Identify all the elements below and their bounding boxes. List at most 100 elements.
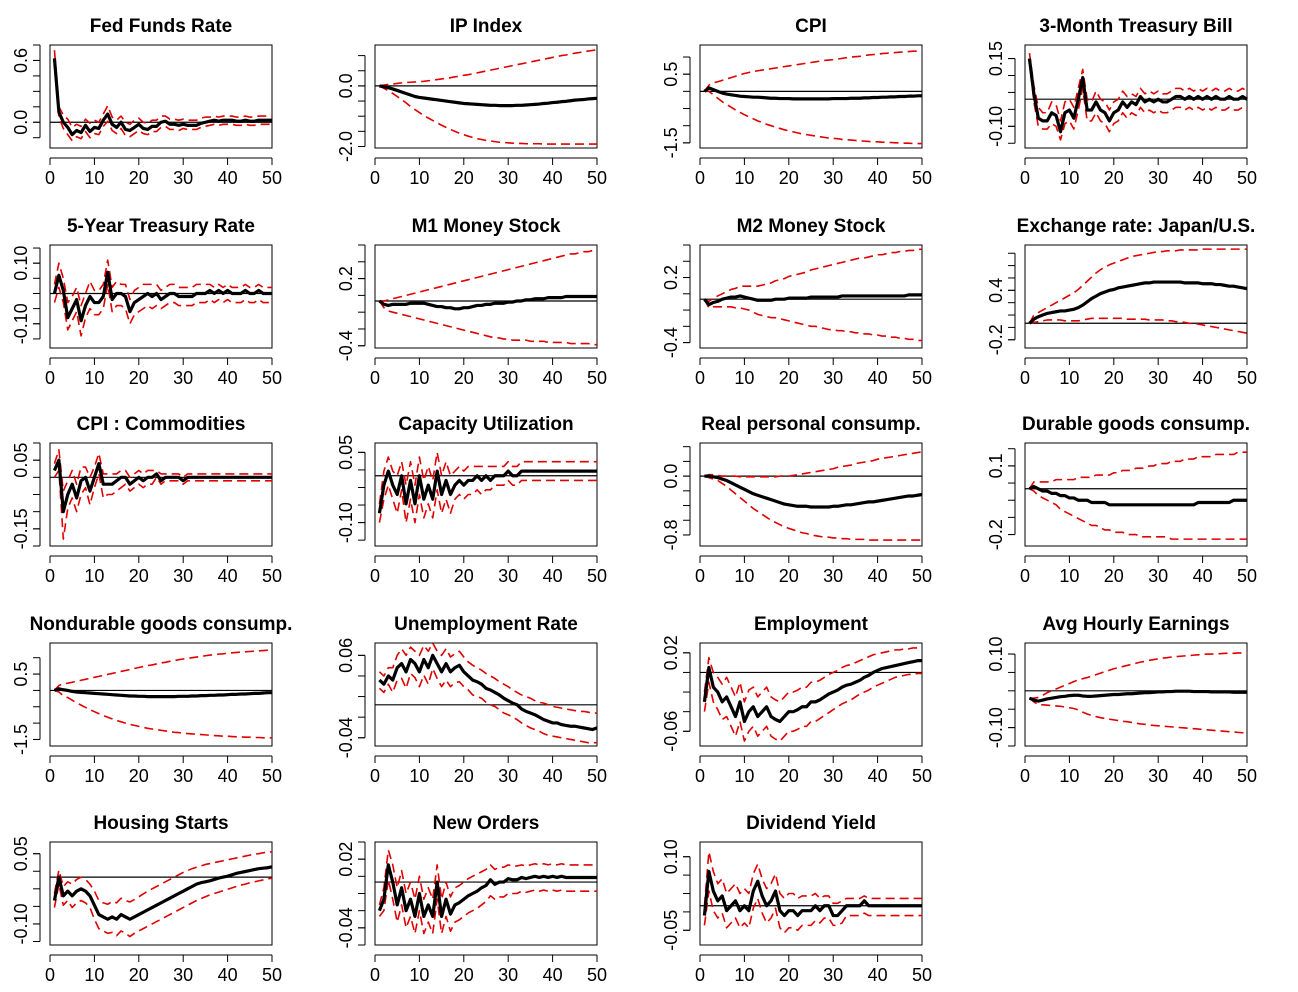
x-tick-label: 20 xyxy=(454,368,474,388)
panel: Housing Starts 0 10 20 30 40 50 0.05 -0.10 xyxy=(11,813,282,985)
x-tick-label: 20 xyxy=(1104,566,1124,586)
x-tick-label: 40 xyxy=(543,368,563,388)
x-tick-label: 0 xyxy=(1020,766,1030,786)
series-line-upper-band xyxy=(1028,451,1247,490)
series-line-upper-band xyxy=(53,649,272,691)
x-tick-label: 0 xyxy=(45,368,55,388)
x-tick-label: 10 xyxy=(734,368,754,388)
series-line-lower-band xyxy=(1029,488,1247,540)
x-tick-label: 30 xyxy=(1148,566,1168,586)
y-tick-label: 0.05 xyxy=(336,435,356,470)
y-tick-label: 0.10 xyxy=(986,637,1006,672)
plot-frame xyxy=(374,44,598,149)
x-axis: 0 10 20 30 40 50 xyxy=(45,357,282,388)
panel-title: IP Index xyxy=(450,16,523,37)
x-axis: 0 10 20 30 40 50 xyxy=(695,555,932,586)
panel: M1 Money Stock 0 10 20 30 40 50 0.2 -0.4 xyxy=(336,216,607,388)
panel-title: Nondurable goods consump. xyxy=(30,614,293,635)
plot-frame xyxy=(1024,442,1248,547)
plot-frame xyxy=(49,642,273,747)
panel-title: CPI : Commodities xyxy=(77,414,246,435)
x-axis: 0 10 20 30 40 50 xyxy=(45,755,282,786)
x-tick-label: 0 xyxy=(1020,566,1030,586)
x-tick-label: 10 xyxy=(409,566,429,586)
x-tick-label: 20 xyxy=(1104,766,1124,786)
y-tick-label: 0.02 xyxy=(661,635,681,670)
x-axis: 0 10 20 30 40 50 xyxy=(45,954,282,985)
x-axis: 0 10 20 30 40 50 xyxy=(45,157,282,188)
x-tick-label: 20 xyxy=(129,766,149,786)
panel: Exchange rate: Japan/U.S. 0 10 20 30 40 50 0.4 -… xyxy=(986,216,1257,388)
x-tick-label: 10 xyxy=(734,965,754,985)
x-axis: 0 10 20 30 40 50 xyxy=(1020,755,1257,786)
series-line-lower-band xyxy=(1028,61,1248,141)
x-tick-label: 40 xyxy=(1193,168,1213,188)
x-tick-label: 50 xyxy=(262,566,282,586)
x-tick-label: 10 xyxy=(1059,566,1079,586)
series-line-upper-band xyxy=(704,451,923,478)
series-line-estimate xyxy=(377,863,597,918)
y-tick-label: 0.2 xyxy=(336,266,356,291)
y-axis: 0.2 -0.4 xyxy=(661,244,691,358)
x-tick-label: 0 xyxy=(695,566,705,586)
x-tick-label: 20 xyxy=(454,168,474,188)
y-axis: 0.05 -0.10 xyxy=(336,435,366,543)
x-tick-label: 40 xyxy=(868,566,888,586)
x-tick-label: 20 xyxy=(779,766,799,786)
panel-title: CPI xyxy=(795,16,827,37)
x-axis: 0 10 20 30 40 50 xyxy=(370,357,607,388)
x-tick-label: 30 xyxy=(1148,168,1168,188)
y-axis: 0.06 -0.04 xyxy=(336,638,366,758)
y-tick-label: 0.0 xyxy=(336,73,356,98)
panel: Avg Hourly Earnings 0 10 20 30 40 50 0.10 -0.10 xyxy=(986,614,1257,786)
y-tick-label: -0.10 xyxy=(11,303,31,344)
x-tick-label: 40 xyxy=(218,766,238,786)
x-tick-label: 20 xyxy=(779,566,799,586)
x-axis: 0 10 20 30 40 50 xyxy=(370,755,607,786)
x-tick-label: 30 xyxy=(498,368,518,388)
panel: Fed Funds Rate 0 10 20 30 40 50 0.6 0.0 xyxy=(11,16,282,188)
series-line-upper-band xyxy=(53,50,272,129)
x-tick-label: 40 xyxy=(868,766,888,786)
series-line-upper-band xyxy=(1028,53,1248,122)
panel-title: Capacity Utilization xyxy=(398,414,573,435)
x-tick-label: 30 xyxy=(173,168,193,188)
series-line-estimate xyxy=(52,58,272,137)
y-axis: 0.02 -0.04 xyxy=(336,841,366,948)
y-tick-label: -0.10 xyxy=(11,903,31,944)
plot-frame xyxy=(49,442,273,547)
x-tick-label: 50 xyxy=(262,965,282,985)
y-tick-label: -0.4 xyxy=(336,330,356,361)
panel-title: 3-Month Treasury Bill xyxy=(1039,16,1232,37)
plot-frame xyxy=(374,442,598,547)
x-tick-label: 20 xyxy=(129,368,149,388)
panel: Capacity Utilization 0 10 20 30 40 50 0.05 -0.10 xyxy=(336,414,607,586)
panel-title: Durable goods consump. xyxy=(1022,414,1250,435)
series-line-lower-band xyxy=(53,469,272,540)
x-tick-label: 50 xyxy=(262,168,282,188)
panel-title: Real personal consump. xyxy=(701,414,921,435)
panel-title: M2 Money Stock xyxy=(737,216,886,237)
x-tick-label: 0 xyxy=(45,965,55,985)
y-tick-label: -1.5 xyxy=(661,127,681,158)
panel-title: 5-Year Treasury Rate xyxy=(67,216,255,237)
panel: IP Index 0 10 20 30 40 50 0.0 -2.0 xyxy=(336,16,607,188)
series-line-lower-band xyxy=(378,667,597,744)
y-tick-label: -0.06 xyxy=(661,711,681,752)
x-tick-label: 0 xyxy=(370,368,380,388)
x-tick-label: 20 xyxy=(1104,368,1124,388)
y-tick-label: -1.5 xyxy=(11,724,31,755)
x-tick-label: 20 xyxy=(779,965,799,985)
x-tick-label: 30 xyxy=(498,168,518,188)
plot-frame xyxy=(699,244,923,349)
y-tick-label: -0.10 xyxy=(336,502,356,543)
x-axis: 0 10 20 30 40 50 xyxy=(1020,157,1257,188)
x-tick-label: 20 xyxy=(129,965,149,985)
x-tick-label: 10 xyxy=(734,766,754,786)
series-line-upper-band xyxy=(379,249,597,302)
y-tick-label: 0.02 xyxy=(336,842,356,877)
x-tick-label: 0 xyxy=(1020,168,1030,188)
x-tick-label: 0 xyxy=(695,766,705,786)
x-tick-label: 0 xyxy=(370,965,380,985)
x-tick-label: 40 xyxy=(868,368,888,388)
